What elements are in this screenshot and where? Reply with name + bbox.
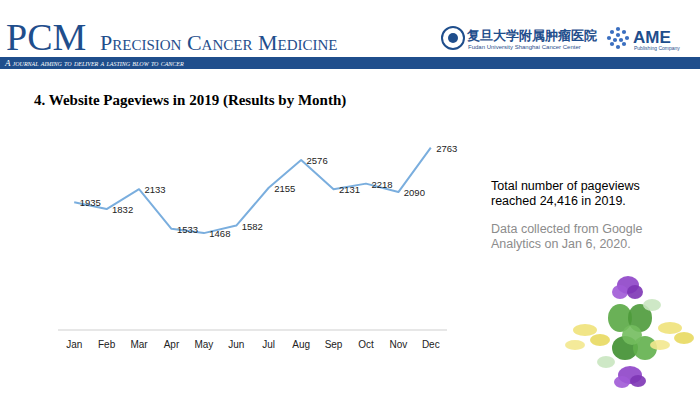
data-label: 2763: [436, 143, 457, 154]
protein-illustration: [643, 299, 661, 311]
data-label: 1468: [209, 228, 230, 239]
data-label: 2131: [339, 184, 360, 195]
x-tick-label: Jun: [228, 339, 244, 350]
x-tick-label: Sep: [325, 339, 343, 350]
x-tick-label: Oct: [358, 339, 374, 350]
x-tick-label: Nov: [389, 339, 407, 350]
data-label: 1582: [242, 221, 263, 232]
publisher-sub: Publishing Company: [634, 45, 680, 51]
protein-illustration: [565, 340, 585, 350]
canvas: PCM Precision Cancer Medicine A journal ai…: [0, 0, 700, 395]
x-tick-label: Mar: [130, 339, 148, 350]
x-axis: [58, 330, 447, 331]
data-label: 1832: [112, 204, 133, 215]
chart-title: 4. Website Pageviews in 2019 (Results by…: [34, 92, 346, 109]
publisher-logo: [607, 36, 611, 40]
partner-cn: 复旦大学附属肿瘤医院: [466, 28, 597, 43]
x-tick-label: May: [194, 339, 213, 350]
protein-illustration: [627, 285, 643, 299]
partner-en: Fudan University Shanghai Cancer Center: [468, 44, 581, 50]
plot-area: [74, 148, 431, 233]
x-tick-label: Jul: [262, 339, 275, 350]
header-bar: [0, 57, 700, 69]
data-label: 2576: [307, 155, 328, 166]
annotation: Data collected from Google: [491, 222, 643, 236]
journal-abbr: PCM: [6, 16, 86, 58]
data-label: 2133: [144, 184, 165, 195]
data-label: 1533: [177, 224, 198, 235]
publisher-logo: [622, 42, 626, 46]
annotation: Analytics on Jan 6, 2020.: [491, 237, 631, 251]
publisher-logo: [622, 30, 626, 34]
x-tick-label: Aug: [292, 339, 310, 350]
x-tick-label: Jan: [66, 339, 82, 350]
data-label: 2218: [371, 179, 392, 190]
protein-illustration: [573, 324, 597, 336]
annotation: Total number of pageviews: [491, 179, 640, 193]
protein-illustration: [674, 332, 694, 344]
protein-illustration: [597, 356, 615, 368]
protein-illustration: [612, 285, 628, 299]
journal-name: Precision Cancer Medicine: [100, 30, 337, 55]
data-label: 2090: [404, 187, 425, 198]
pageviews-line: [74, 148, 431, 233]
protein-illustration: [658, 322, 682, 334]
data-label: 2155: [274, 183, 295, 194]
partner-logo: [442, 27, 464, 49]
publisher-logo: [616, 33, 620, 37]
protein-illustration: [614, 376, 630, 388]
publisher-logo: [610, 30, 614, 34]
publisher-logo: [619, 38, 623, 42]
annotation: reached 24,416 in 2019.: [491, 194, 626, 208]
x-tick-label: Apr: [164, 339, 180, 350]
data-label: 1935: [80, 197, 101, 208]
protein-illustration: [590, 334, 610, 346]
publisher-logo: [610, 42, 614, 46]
x-tick-label: Feb: [98, 339, 116, 350]
slide: PCM Precision Cancer Medicine A journal ai…: [0, 0, 700, 395]
publisher-logo: [616, 27, 620, 31]
protein-illustration: [622, 325, 642, 345]
publisher-logo: [625, 36, 629, 40]
partner-logo: [448, 33, 458, 43]
protein-illustration: [650, 340, 670, 350]
x-tick-label: Dec: [422, 339, 440, 350]
tagline: A journal aiming to deliver a lasting bl…: [4, 58, 184, 68]
publisher-logo: [616, 45, 620, 49]
publisher-logo: [613, 38, 617, 42]
protein-illustration: [630, 375, 646, 387]
